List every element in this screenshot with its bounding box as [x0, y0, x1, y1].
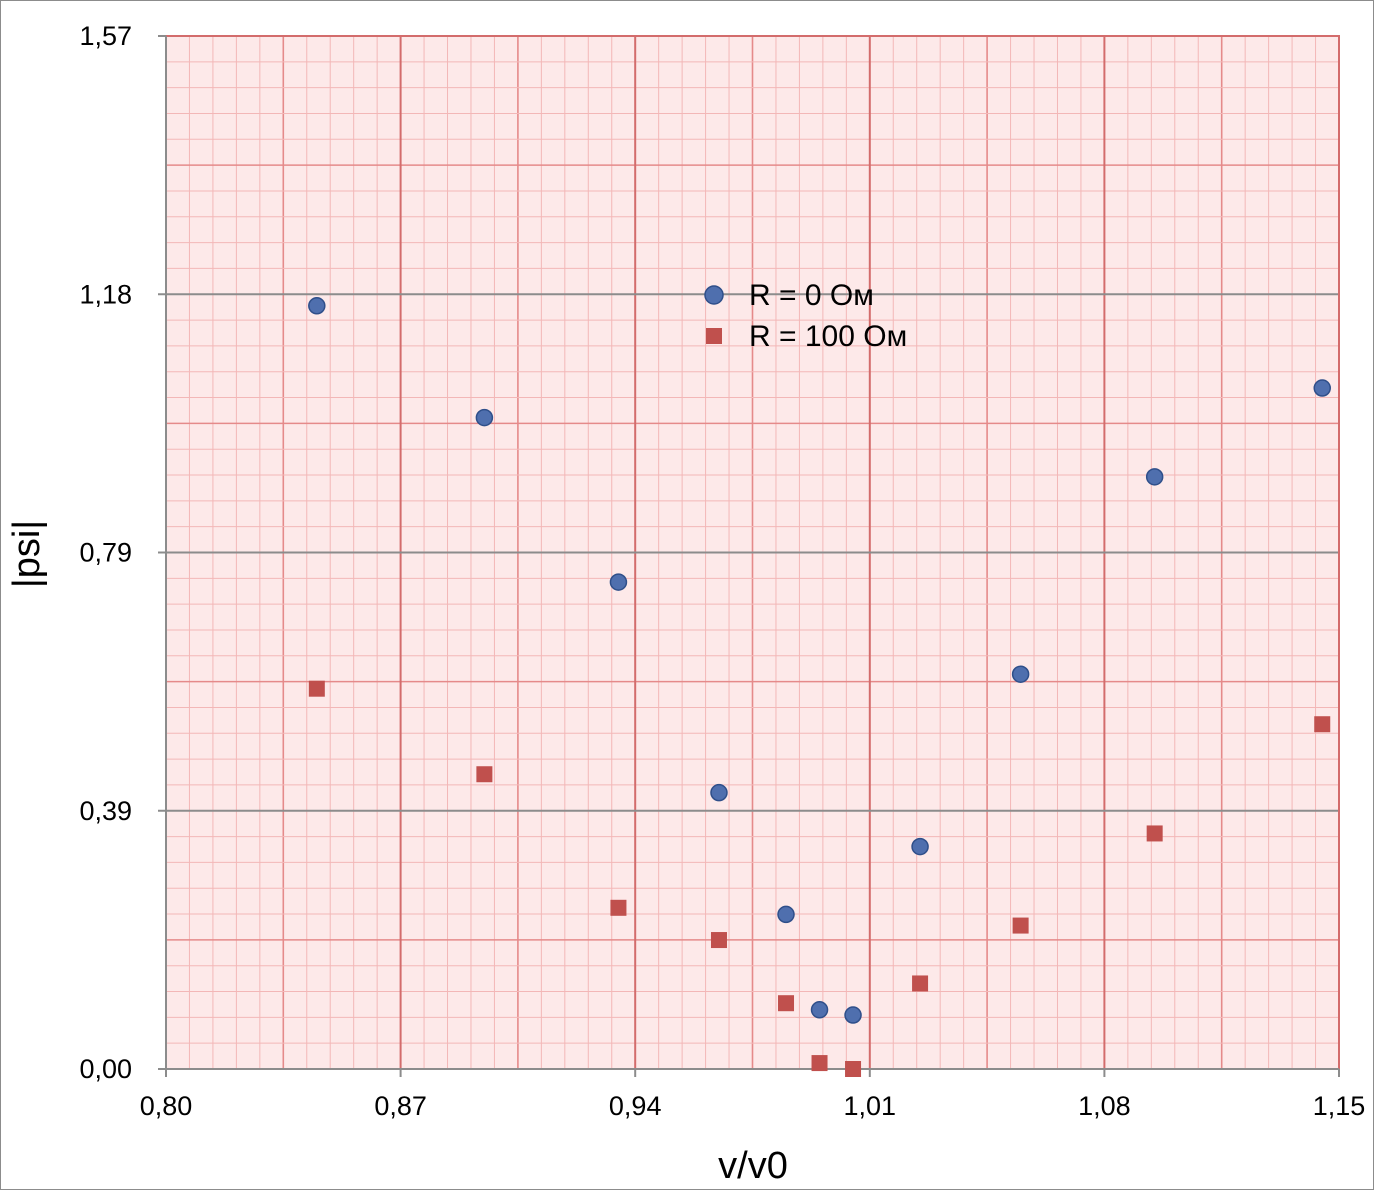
data-point-circle [308, 297, 326, 315]
data-series [308, 297, 1331, 1077]
data-point-circle [777, 905, 795, 924]
y-tick-label: 1,57 [79, 21, 132, 51]
legend-label-series-2: R = 100 Ом [749, 320, 907, 353]
data-point-square [308, 680, 325, 697]
data-point-square [778, 995, 795, 1012]
legend: R = 0 Ом R = 100 Ом [704, 279, 907, 353]
x-tick-label: 0,94 [609, 1091, 662, 1121]
x-tick-label: 1,01 [844, 1091, 897, 1121]
data-point-circle [844, 1006, 862, 1024]
data-point-circle [1145, 468, 1164, 486]
grid [165, 35, 1340, 1070]
x-axis-title: v/v0 [718, 1145, 788, 1187]
data-point-square [1012, 917, 1029, 934]
data-point-circle [911, 837, 929, 856]
y-tick-label: 0,39 [79, 796, 132, 826]
y-tick-label: 0,79 [79, 538, 132, 568]
series-1 [308, 297, 1331, 1024]
data-point-square [710, 932, 727, 949]
axis-ticks: 0,80 0,87 0,94 1,01 1,08 1,15 0,00 0,39 0,79 1,18… [79, 21, 1365, 1121]
data-point-square [1314, 716, 1331, 733]
data-point-square [845, 1061, 862, 1077]
data-point-square [912, 975, 929, 992]
data-point-square [1146, 825, 1163, 842]
legend-marker-series-2 [706, 328, 722, 344]
data-point-circle [1313, 379, 1331, 397]
data-point-square [476, 766, 493, 783]
data-point-circle [475, 408, 494, 427]
data-point-circle [810, 1001, 829, 1019]
y-tick-label: 1,18 [79, 279, 132, 309]
x-tick-label: 0,87 [374, 1091, 427, 1121]
y-tick-label: 0,00 [79, 1054, 132, 1084]
data-point-circle [1011, 665, 1030, 683]
x-tick-label: 1,15 [1313, 1091, 1366, 1121]
series-2 [308, 680, 1331, 1077]
data-point-square [811, 1055, 828, 1072]
x-tick-label: 0,80 [140, 1091, 193, 1121]
y-axis-title: |psi| [6, 520, 48, 588]
legend-marker-series-1 [704, 285, 724, 305]
data-point-square [610, 899, 627, 916]
data-point-circle [609, 573, 628, 591]
legend-label-series-1: R = 0 Ом [749, 279, 874, 312]
data-point-circle [710, 783, 728, 802]
x-tick-label: 1,08 [1078, 1091, 1131, 1121]
